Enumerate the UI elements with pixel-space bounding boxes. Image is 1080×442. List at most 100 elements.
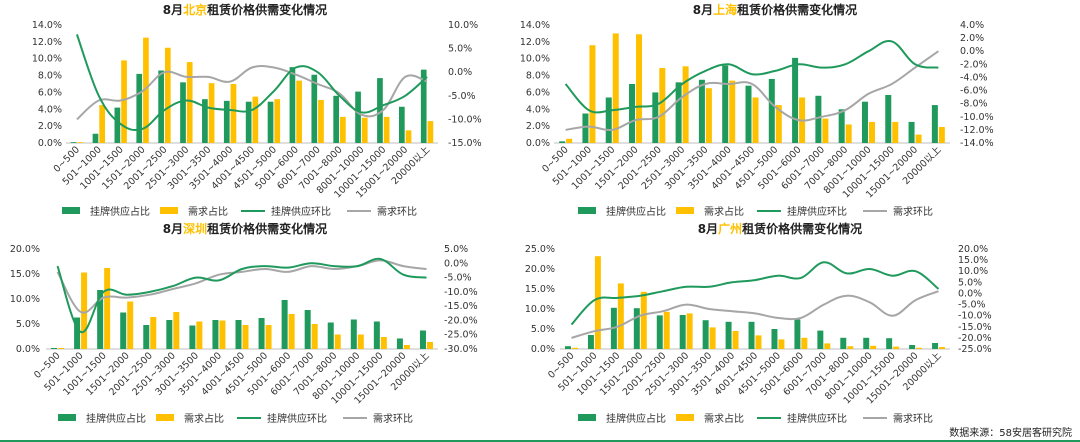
bar-supply-share [863, 337, 870, 349]
bar-demand-share [915, 134, 922, 143]
chart-title: 8月上海租赁价格供需变化情况 [693, 2, 857, 17]
line-demand-mom [565, 50, 939, 132]
y-right-tick-label: -15.0% [448, 138, 482, 149]
bar-supply-share [189, 325, 196, 349]
bar-supply-share [932, 343, 939, 349]
bar-supply-share [629, 84, 636, 143]
bar-supply-share [70, 142, 77, 143]
chart-title: 8月北京租赁价格供需变化情况 [163, 2, 327, 17]
line-demand-mom [76, 65, 428, 121]
bar-supply-share [679, 315, 686, 349]
legend-bar-supply-label: 挂牌供应占比 [606, 412, 666, 425]
legend-line-supply-label: 挂牌供应环比 [787, 412, 847, 425]
chart-title-suffix: 租赁价格供需变化情况 [207, 2, 327, 17]
bar-demand-share [732, 331, 739, 349]
bar-supply-share [373, 321, 380, 349]
bar-supply-share [815, 95, 822, 143]
bar-supply-share [355, 91, 361, 143]
legend-bar-supply-swatch [58, 414, 76, 421]
bar-demand-share [566, 138, 573, 143]
bar-demand-share [916, 347, 923, 349]
y-left-tick-label: 10.0% [525, 304, 555, 315]
y-right-tick-label: -5.0% [958, 300, 986, 311]
bar-supply-share [886, 338, 893, 349]
y-left-tick-label: 15.0% [10, 269, 40, 280]
bar-demand-share [709, 327, 716, 349]
legend-bar-demand-swatch [156, 414, 174, 421]
legend-bar-supply-label: 挂牌供应占比 [90, 205, 150, 218]
bar-supply-share [158, 70, 164, 143]
legend: 挂牌供应占比 需求占比 挂牌供应环比 需求环比 [578, 412, 933, 425]
y-right-tick-label: -10.0% [448, 114, 482, 125]
bar-supply-share [931, 105, 938, 143]
bar-demand-share [892, 121, 899, 143]
bar-supply-share [582, 113, 589, 143]
line-demand-mom [571, 290, 939, 339]
legend-line-demand-label: 需求环比 [377, 206, 417, 218]
bar-demand-share [380, 337, 387, 349]
bar-supply-share [180, 82, 186, 143]
bar-supply-share [771, 329, 778, 349]
y-right-tick-label: -5.0% [448, 91, 476, 102]
bar-supply-share [350, 319, 357, 349]
y-right-tick-label: -10.0% [444, 287, 478, 298]
legend-line-demand-label: 需求环比 [893, 206, 933, 218]
bar-demand-share [196, 321, 203, 349]
bar-demand-share [729, 80, 736, 143]
bar-demand-share [186, 62, 193, 144]
chart-title-suffix: 租赁价格供需变化情况 [737, 2, 857, 17]
chart-title: 8月广州租赁价格供需变化情况 [698, 221, 862, 236]
legend-bar-demand-label: 需求占比 [188, 205, 228, 218]
bar-supply-share [722, 65, 729, 143]
y-right-tick-label: 0.0% [448, 67, 472, 78]
y-left-tick-label: 2.0% [526, 121, 550, 132]
y-left-tick-label: 14.0% [520, 20, 550, 31]
y-left-tick-label: 20.0% [525, 264, 555, 275]
bar-supply-share [908, 121, 915, 143]
y-right-tick-label: 0.0% [444, 258, 468, 269]
y-right-tick-label: -12.0% [960, 125, 994, 136]
legend-line-demand-label: 需求环比 [373, 413, 413, 425]
y-left-tick-label: 8.0% [526, 71, 550, 82]
bar-demand-share [663, 311, 670, 349]
bar-supply-share [396, 338, 403, 349]
bar-supply-share [281, 300, 288, 349]
bar-supply-share [97, 290, 104, 349]
bar-supply-share [420, 69, 427, 143]
bar-demand-share [318, 100, 324, 143]
y-right-tick-label: 20.0% [958, 244, 988, 255]
bar-demand-share [403, 345, 410, 349]
bar-demand-share [938, 126, 945, 143]
y-right-tick-label: -5.0% [444, 273, 472, 284]
legend: 挂牌供应占比 需求占比 挂牌供应环比 需求环比 [578, 205, 933, 218]
bottom-divider [0, 440, 1080, 442]
bar-supply-share [861, 101, 868, 143]
bar-supply-share [838, 109, 845, 143]
y-right-tick-label: -6.0% [960, 86, 988, 97]
y-left-tick-label: 4.0% [38, 104, 62, 115]
bar-demand-share [121, 60, 127, 143]
y-left-tick-label: 12.0% [520, 37, 550, 48]
y-left-tick-label: 10.0% [10, 294, 40, 305]
y-right-tick-label: -14.0% [960, 138, 994, 149]
bar-demand-share [589, 45, 596, 143]
chart-title-prefix: 8月 [163, 222, 183, 236]
bar-supply-share [304, 310, 311, 349]
legend: 挂牌供应占比 需求占比 挂牌供应环比 需求环比 [58, 412, 413, 425]
bar-demand-share [357, 334, 364, 349]
bar-demand-share [939, 347, 945, 349]
bar-supply-share [559, 141, 566, 143]
legend-bar-demand-label: 需求占比 [704, 205, 744, 218]
chart-title-city: 北京 [183, 2, 207, 17]
y-right-tick-label: -20.0% [444, 315, 478, 326]
bar-supply-share [51, 348, 58, 349]
bar-demand-share [636, 34, 643, 144]
bar-demand-share [824, 343, 831, 349]
chart-北京: 8月北京租赁价格供需变化情况 0.0% 2.0% 4.0% 6.0% 8.0% 10.0% 1… [32, 2, 482, 218]
bar-supply-share [587, 335, 594, 349]
y-right-tick-label: -15.0% [444, 301, 478, 312]
bar-supply-share [333, 95, 340, 143]
chart-title-prefix: 8月 [163, 3, 183, 17]
y-right-tick-label: -4.0% [960, 72, 988, 83]
